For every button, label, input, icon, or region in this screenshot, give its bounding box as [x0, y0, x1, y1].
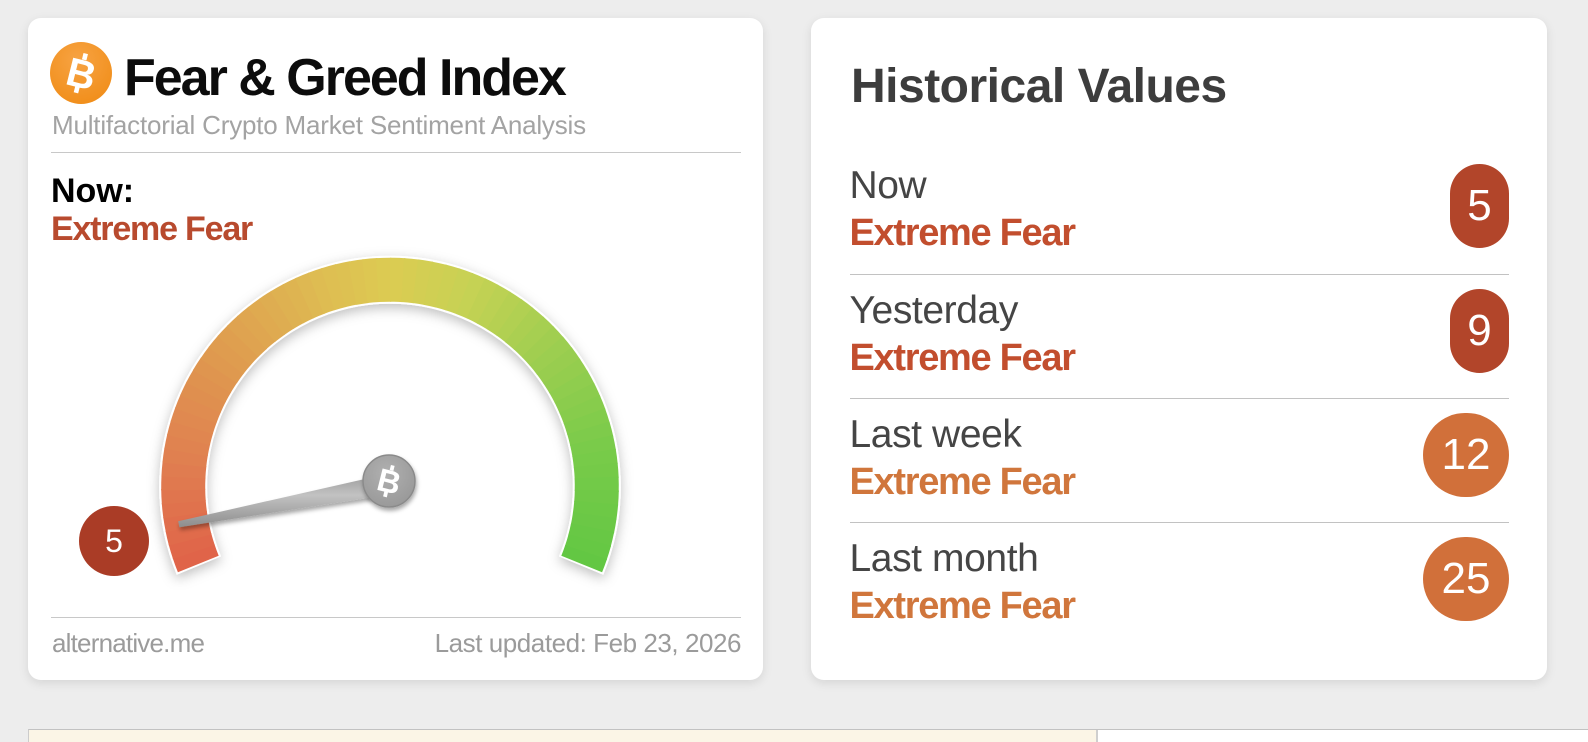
svg-text:5: 5: [105, 523, 123, 559]
